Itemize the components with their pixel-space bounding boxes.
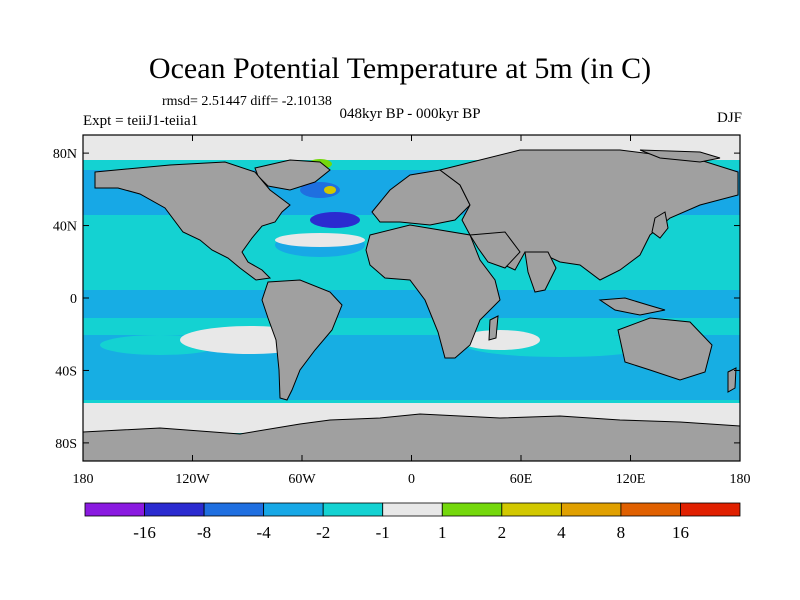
- rmsd-diff-stats: rmsd= 2.51447 diff= -2.10138: [162, 94, 332, 109]
- new-zealand: [727, 367, 737, 393]
- season-label: DJF: [716, 110, 742, 126]
- colorbar-swatch: [203, 502, 265, 517]
- arctic-islands: [639, 149, 721, 163]
- map-panel: [83, 135, 740, 461]
- colorbar-swatch: [680, 502, 741, 517]
- colorbar-swatch: [441, 502, 503, 517]
- x-tick-label: 180: [730, 472, 751, 487]
- y-tick-label: 40S: [55, 364, 77, 379]
- arabia: [469, 231, 521, 269]
- x-tick-label: 60E: [510, 472, 533, 487]
- y-tick-label: 80N: [53, 147, 77, 162]
- colorbar: -16 -8 -4 -2 -1 1 2 4 8 16: [84, 502, 741, 542]
- colorbar-swatch: [263, 502, 324, 517]
- south-america: [261, 279, 343, 401]
- colorbar-swatch: [501, 502, 562, 517]
- colorbar-level-label: -16: [133, 523, 156, 542]
- period-subtitle: 048kyr BP - 000kyr BP: [339, 106, 481, 122]
- y-tick-label: 0: [70, 292, 77, 307]
- colorbar-level-label: 1: [438, 523, 447, 542]
- x-tick-label: 120W: [175, 472, 210, 487]
- colorbar-swatch: [84, 502, 145, 517]
- x-tick-label: 120E: [616, 472, 646, 487]
- y-axis: 80N 40N 0 40S 80S: [53, 147, 740, 452]
- colorbar-level-label: 8: [617, 523, 626, 542]
- chart-title: Ocean Potential Temperature at 5m (in C): [148, 52, 652, 85]
- x-tick-label: 0: [408, 472, 415, 487]
- colorbar-swatch: [620, 502, 681, 517]
- colorbar-level-label: -1: [376, 523, 390, 542]
- japan: [651, 211, 669, 239]
- y-tick-label: 80S: [55, 437, 77, 452]
- experiment-label: Expt = teiiJ1-teiia1: [83, 113, 199, 129]
- colorbar-swatch: [144, 502, 205, 517]
- colorbar-swatch: [322, 502, 384, 517]
- y-tick-label: 40N: [53, 220, 77, 235]
- land-masses: [83, 149, 740, 461]
- colorbar-level-label: -4: [257, 523, 272, 542]
- antarctica: [83, 413, 740, 461]
- colorbar-swatch: [382, 502, 443, 517]
- x-tick-label: 60W: [288, 472, 316, 487]
- colorbar-level-label: 4: [557, 523, 566, 542]
- colorbar-level-label: 16: [672, 523, 689, 542]
- colorbar-level-label: -8: [197, 523, 211, 542]
- colorbar-level-label: -2: [316, 523, 330, 542]
- africa: [365, 224, 501, 359]
- north-america: [94, 161, 291, 281]
- madagascar: [488, 315, 499, 341]
- indonesia: [598, 297, 666, 316]
- x-axis: 180 120W 60W 0 60E 120E 180: [73, 135, 751, 487]
- india: [524, 251, 557, 293]
- australia: [617, 317, 713, 381]
- x-tick-label: 180: [73, 472, 94, 487]
- colorbar-swatch: [560, 502, 622, 517]
- colorbar-level-label: 2: [498, 523, 507, 542]
